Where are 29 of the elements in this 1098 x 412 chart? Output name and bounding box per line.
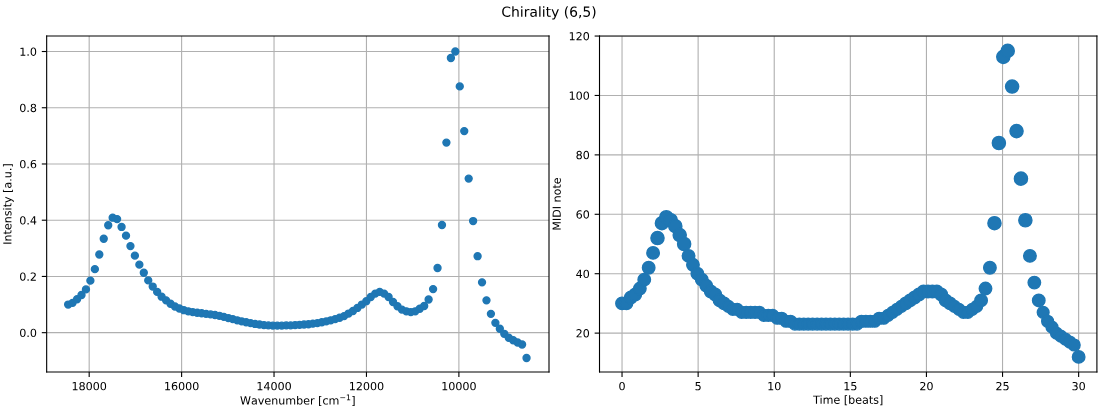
x-tick-label: 12000 — [350, 381, 384, 391]
x-tick-label: 25 — [996, 381, 1009, 391]
chart-title: Chirality (6,5) — [502, 6, 596, 20]
y-tick-label: 80 — [576, 150, 590, 160]
x-tick-label: 10 — [768, 381, 781, 391]
y-tick-label: 0.2 — [20, 272, 36, 281]
y-tick-label: 1.0 — [20, 47, 37, 56]
x-tick-label: 30 — [1072, 381, 1085, 391]
x-tick-label: 14000 — [257, 381, 291, 391]
y-tick-label: 100 — [569, 91, 590, 100]
y-tick-label: 0.4 — [20, 216, 37, 225]
x-tick-label: 5 — [695, 382, 701, 391]
y-tick-label: 0.8 — [20, 103, 37, 113]
x-tick-label: 16000 — [165, 381, 199, 391]
y-tick-label: 60 — [576, 210, 590, 219]
x-tick-label: 0 — [619, 381, 625, 391]
x-tick-label: 18000 — [72, 381, 107, 391]
y-tick-label: 0.6 — [20, 159, 37, 169]
x-tick-label: 15 — [844, 382, 857, 391]
y-axis-title: Intensity [a.u.] — [2, 164, 14, 244]
x-axis-title: Time [beats] — [813, 395, 883, 406]
y-tick-label: 0.0 — [20, 328, 37, 338]
y-tick-label: 40 — [576, 269, 590, 279]
x-tick-label: 20 — [920, 381, 933, 391]
y-tick-label: 120 — [569, 32, 590, 41]
x-axis-title: Wavenumber [cm$^{−1}$] — [240, 394, 355, 406]
x-tick-label: 10000 — [442, 381, 476, 391]
y-tick-label: 20 — [576, 329, 590, 338]
y-axis-title: MIDI note — [552, 178, 561, 230]
